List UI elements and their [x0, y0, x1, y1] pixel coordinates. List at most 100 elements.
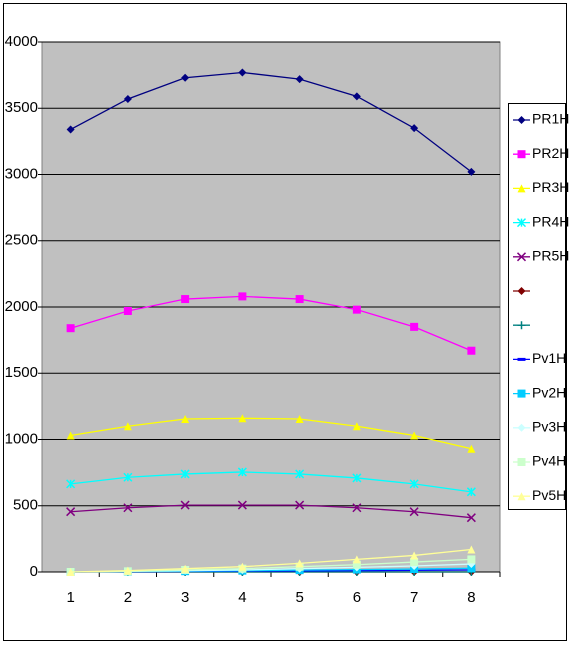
point [123, 422, 132, 431]
legend-label: PR5H [532, 248, 569, 264]
point [238, 292, 247, 301]
point [181, 414, 190, 423]
y-tick-label: 1000 [5, 430, 38, 447]
x-tick-label: 7 [410, 589, 418, 606]
point [352, 92, 361, 101]
legend-marker [517, 116, 526, 124]
point [467, 444, 476, 453]
point [352, 560, 361, 569]
point [409, 479, 419, 489]
point [467, 167, 476, 176]
series-line [70, 295, 472, 352]
series-line [70, 71, 472, 173]
series-line [70, 548, 472, 573]
y-tick-label: 0 [30, 563, 38, 580]
legend-marker [516, 218, 527, 228]
x-tick-label: 2 [124, 589, 132, 606]
legend-label: Pv3H [532, 419, 566, 435]
point [409, 507, 419, 517]
point [352, 473, 362, 483]
series-line [70, 471, 472, 493]
legend-label: PR3H [532, 179, 569, 195]
point [237, 500, 247, 510]
point [238, 414, 247, 423]
legend-marker [516, 252, 527, 262]
point [352, 555, 361, 564]
point [295, 469, 305, 479]
legend-marker [517, 184, 526, 193]
legend-label: PR1H [532, 111, 569, 127]
point [180, 500, 190, 510]
point [410, 431, 419, 440]
legend-label: PR4H [532, 213, 569, 229]
point [410, 124, 419, 133]
x-tick-label: 6 [353, 589, 361, 606]
series-line [70, 558, 472, 573]
point [123, 306, 132, 315]
point [66, 431, 75, 440]
legend-label: Pv2H [532, 384, 566, 400]
legend-label: Pv1H [532, 350, 566, 366]
legend-marker [517, 492, 526, 501]
point [181, 564, 190, 573]
point [466, 487, 476, 497]
point [467, 346, 476, 355]
x-tick-label: 4 [238, 589, 246, 606]
point [123, 566, 132, 575]
x-tick-label: 5 [295, 589, 303, 606]
point [467, 555, 476, 564]
legend-marker [517, 389, 526, 398]
point [180, 469, 190, 479]
legend-marker [517, 357, 526, 361]
legend-marker [517, 287, 526, 295]
legend-marker [517, 423, 526, 432]
point [66, 479, 76, 489]
point [181, 295, 190, 304]
x-tick-label: 3 [181, 589, 189, 606]
legend-marker [517, 150, 526, 159]
y-tick-label: 2500 [5, 232, 38, 249]
point [123, 94, 132, 103]
point [295, 414, 304, 423]
y-tick-label: 1500 [5, 364, 38, 381]
legend-label: Pv4H [532, 453, 566, 469]
legend-marker [517, 321, 526, 330]
y-tick-label: 3500 [5, 99, 38, 116]
legend-label: PR2H [532, 145, 569, 161]
legend-marker [517, 458, 526, 466]
point [467, 564, 476, 573]
point [466, 513, 476, 523]
point [123, 503, 133, 513]
y-tick-label: 4000 [5, 33, 38, 50]
point [295, 559, 304, 568]
point [238, 562, 247, 571]
point [410, 558, 419, 567]
point [352, 305, 361, 314]
point [238, 68, 247, 77]
legend [508, 103, 566, 510]
x-tick-label: 1 [66, 589, 74, 606]
point [66, 125, 75, 134]
y-tick-label: 3000 [5, 165, 38, 182]
y-tick-label: 2000 [5, 298, 38, 315]
point [295, 500, 305, 510]
point [181, 73, 190, 82]
x-tick-label: 8 [467, 589, 475, 606]
point [123, 472, 133, 482]
y-tick-label: 500 [13, 497, 38, 514]
point [352, 503, 362, 513]
point [352, 422, 361, 431]
point [237, 467, 247, 477]
point [66, 568, 75, 576]
series-line [70, 504, 472, 519]
point [410, 322, 419, 331]
point [66, 324, 75, 333]
point [410, 551, 419, 560]
legend-label: Pv5H [532, 487, 566, 503]
point [295, 295, 304, 304]
point [295, 75, 304, 84]
series-line [70, 417, 472, 450]
point [467, 545, 476, 554]
point [66, 507, 76, 517]
